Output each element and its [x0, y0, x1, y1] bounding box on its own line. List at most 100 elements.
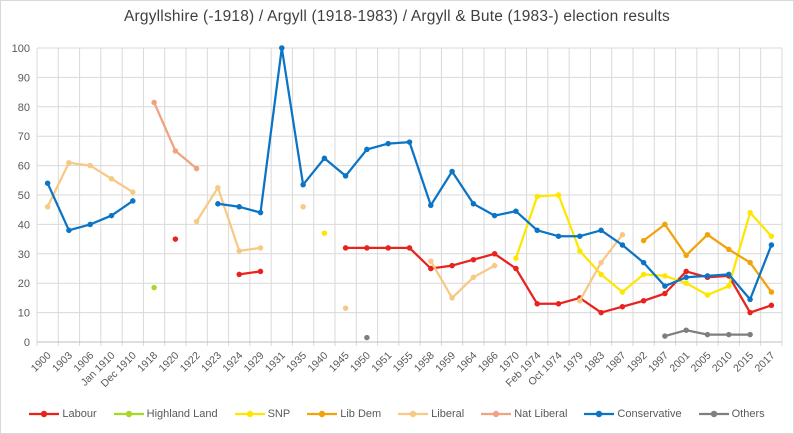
data-point	[534, 227, 540, 234]
data-point	[598, 309, 604, 316]
data-point	[151, 284, 157, 291]
data-point	[406, 245, 413, 251]
y-axis-label: 30	[18, 249, 30, 261]
legend-marker-icon	[234, 410, 265, 418]
x-axis-label: 2017	[752, 350, 777, 375]
x-axis-label: 1987	[603, 350, 628, 375]
data-point	[300, 204, 306, 210]
data-point	[619, 303, 626, 310]
data-point	[44, 180, 51, 186]
data-point	[513, 265, 519, 272]
y-axis-label: 70	[18, 131, 30, 143]
legend-label: Lib Dem	[340, 408, 382, 420]
data-point	[428, 202, 434, 209]
data-point	[640, 271, 647, 278]
data-point	[747, 296, 753, 303]
data-point	[640, 237, 647, 244]
x-axis-label: 2010	[710, 350, 735, 375]
legend-marker-icon	[584, 410, 615, 418]
y-axis-label: 80	[18, 102, 30, 114]
legend-item-labour: Labour	[29, 408, 97, 420]
legend-item-liberal: Liberal	[398, 408, 464, 420]
data-point	[513, 255, 519, 261]
data-point	[257, 209, 264, 216]
data-point	[193, 218, 200, 225]
data-point	[449, 168, 455, 175]
data-point	[598, 271, 604, 278]
x-axis-label: 1931	[263, 350, 288, 375]
data-point	[364, 334, 370, 341]
data-point	[704, 273, 711, 279]
legend-item-others: Others	[698, 408, 765, 420]
data-point	[555, 301, 562, 307]
data-point	[704, 231, 711, 238]
y-axis-label: 50	[18, 190, 30, 202]
data-point	[385, 140, 391, 147]
data-point	[44, 204, 51, 210]
data-point	[640, 298, 647, 304]
data-point	[130, 189, 136, 195]
data-point	[87, 221, 93, 228]
data-point	[662, 273, 668, 279]
data-point	[683, 327, 689, 333]
x-axis-label: 1964	[454, 350, 479, 375]
data-point	[108, 212, 115, 219]
x-axis-label: 1918	[135, 350, 160, 375]
data-point	[768, 233, 775, 239]
data-point	[534, 301, 540, 307]
data-point	[193, 165, 200, 172]
data-point	[470, 256, 477, 263]
x-axis-label: 1924	[220, 350, 245, 375]
x-axis-label: 1945	[327, 350, 352, 375]
x-axis-label: 1920	[156, 350, 181, 375]
gridlines	[36, 47, 783, 346]
data-point	[470, 201, 477, 207]
legend-item-lib-dem: Lib Dem	[307, 408, 381, 420]
data-point	[428, 265, 434, 272]
data-point	[726, 283, 732, 289]
legend-label: Liberal	[431, 408, 465, 420]
y-axis-label: 100	[12, 43, 30, 55]
legend-item-nat-liberal: Nat Liberal	[481, 408, 567, 420]
data-point	[342, 305, 349, 311]
data-point	[683, 252, 689, 259]
x-axis-label: 1983	[582, 350, 607, 375]
data-point	[491, 212, 498, 219]
x-axis-label: 1966	[476, 350, 501, 375]
data-point	[66, 227, 72, 234]
data-point	[726, 331, 732, 338]
x-axis-label: 1923	[199, 350, 224, 375]
data-point	[449, 295, 455, 301]
data-point	[172, 236, 179, 242]
series-others	[364, 327, 753, 341]
legend: Labour Highland Land SNP Lib Dem Liberal Nat …	[1, 402, 793, 426]
x-axis-label: 1992	[625, 350, 650, 375]
data-point	[108, 176, 115, 182]
data-point	[66, 159, 72, 166]
data-point	[619, 289, 626, 295]
data-point	[683, 280, 689, 286]
data-point	[257, 245, 264, 251]
chart-title: Argyllshire (-1918) / Argyll (1918-1983)…	[123, 8, 671, 25]
x-axis-label: 1922	[178, 350, 203, 375]
data-point	[172, 148, 179, 154]
data-point	[662, 221, 668, 228]
x-axis-label: 1900	[29, 350, 54, 375]
legend-marker-icon	[307, 410, 338, 418]
legend-label: Highland Land	[146, 408, 218, 420]
data-point	[747, 259, 753, 266]
data-point	[598, 259, 604, 266]
legend-label: Conservative	[617, 408, 682, 420]
x-axis-label: 2001	[667, 350, 692, 375]
x-axis-label: 1950	[348, 350, 373, 375]
series-line	[46, 46, 773, 301]
series-snp	[321, 192, 775, 298]
data-point	[236, 248, 242, 254]
series-liberal	[44, 159, 626, 311]
y-axis-labels: 0 10 20 30 40 50 60 70 80 90 100	[12, 43, 30, 349]
data-point	[577, 298, 583, 304]
data-point	[385, 245, 391, 251]
x-axis-label: 1958	[412, 350, 437, 375]
x-axis-label: 1955	[391, 350, 416, 375]
x-axis-label: 1903	[50, 350, 75, 375]
